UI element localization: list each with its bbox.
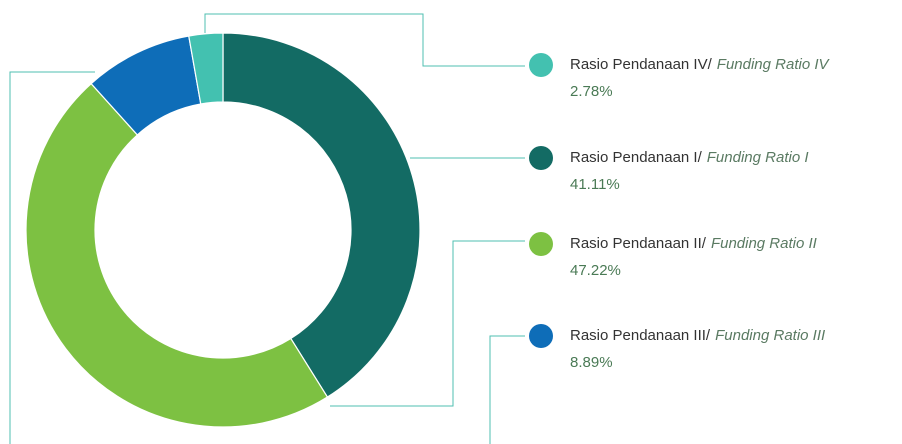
donut-slice [188, 32, 224, 105]
legend-translation: Funding Ratio II [711, 235, 817, 252]
leader-lines [9, 13, 525, 444]
donut-slice [25, 82, 329, 428]
donut-slice [222, 32, 421, 398]
legend-name: Rasio Pendanaan II/ [570, 235, 707, 252]
value-label: 2.78% [570, 83, 613, 100]
leader-line [330, 240, 525, 407]
value-label: 8.89% [570, 354, 613, 371]
legend-name: Rasio Pendanaan III/ [570, 327, 711, 344]
legend-swatch [529, 324, 553, 348]
legend-name: Rasio Pendanaan IV/ [570, 56, 713, 73]
legend-translation: Funding Ratio IV [717, 56, 831, 73]
legend-translation: Funding Ratio I [707, 149, 809, 166]
legend-swatch [529, 146, 553, 170]
legend-swatch [529, 232, 553, 256]
legend-label: Rasio Pendanaan II/Funding Ratio II [570, 235, 817, 252]
value-label: 47.22% [570, 262, 621, 279]
leader-line [489, 335, 525, 444]
legend-label: Rasio Pendanaan IV/Funding Ratio IV [570, 56, 831, 73]
legend-translation: Funding Ratio III [715, 327, 825, 344]
legend-name: Rasio Pendanaan I/ [570, 149, 703, 166]
legend-swatch [529, 53, 553, 77]
leader-line [9, 71, 95, 444]
legend-label: Rasio Pendanaan I/Funding Ratio I [570, 149, 809, 166]
value-label: 41.11% [570, 176, 620, 193]
legend-label: Rasio Pendanaan III/Funding Ratio III [570, 327, 825, 344]
leader-line [204, 13, 525, 67]
